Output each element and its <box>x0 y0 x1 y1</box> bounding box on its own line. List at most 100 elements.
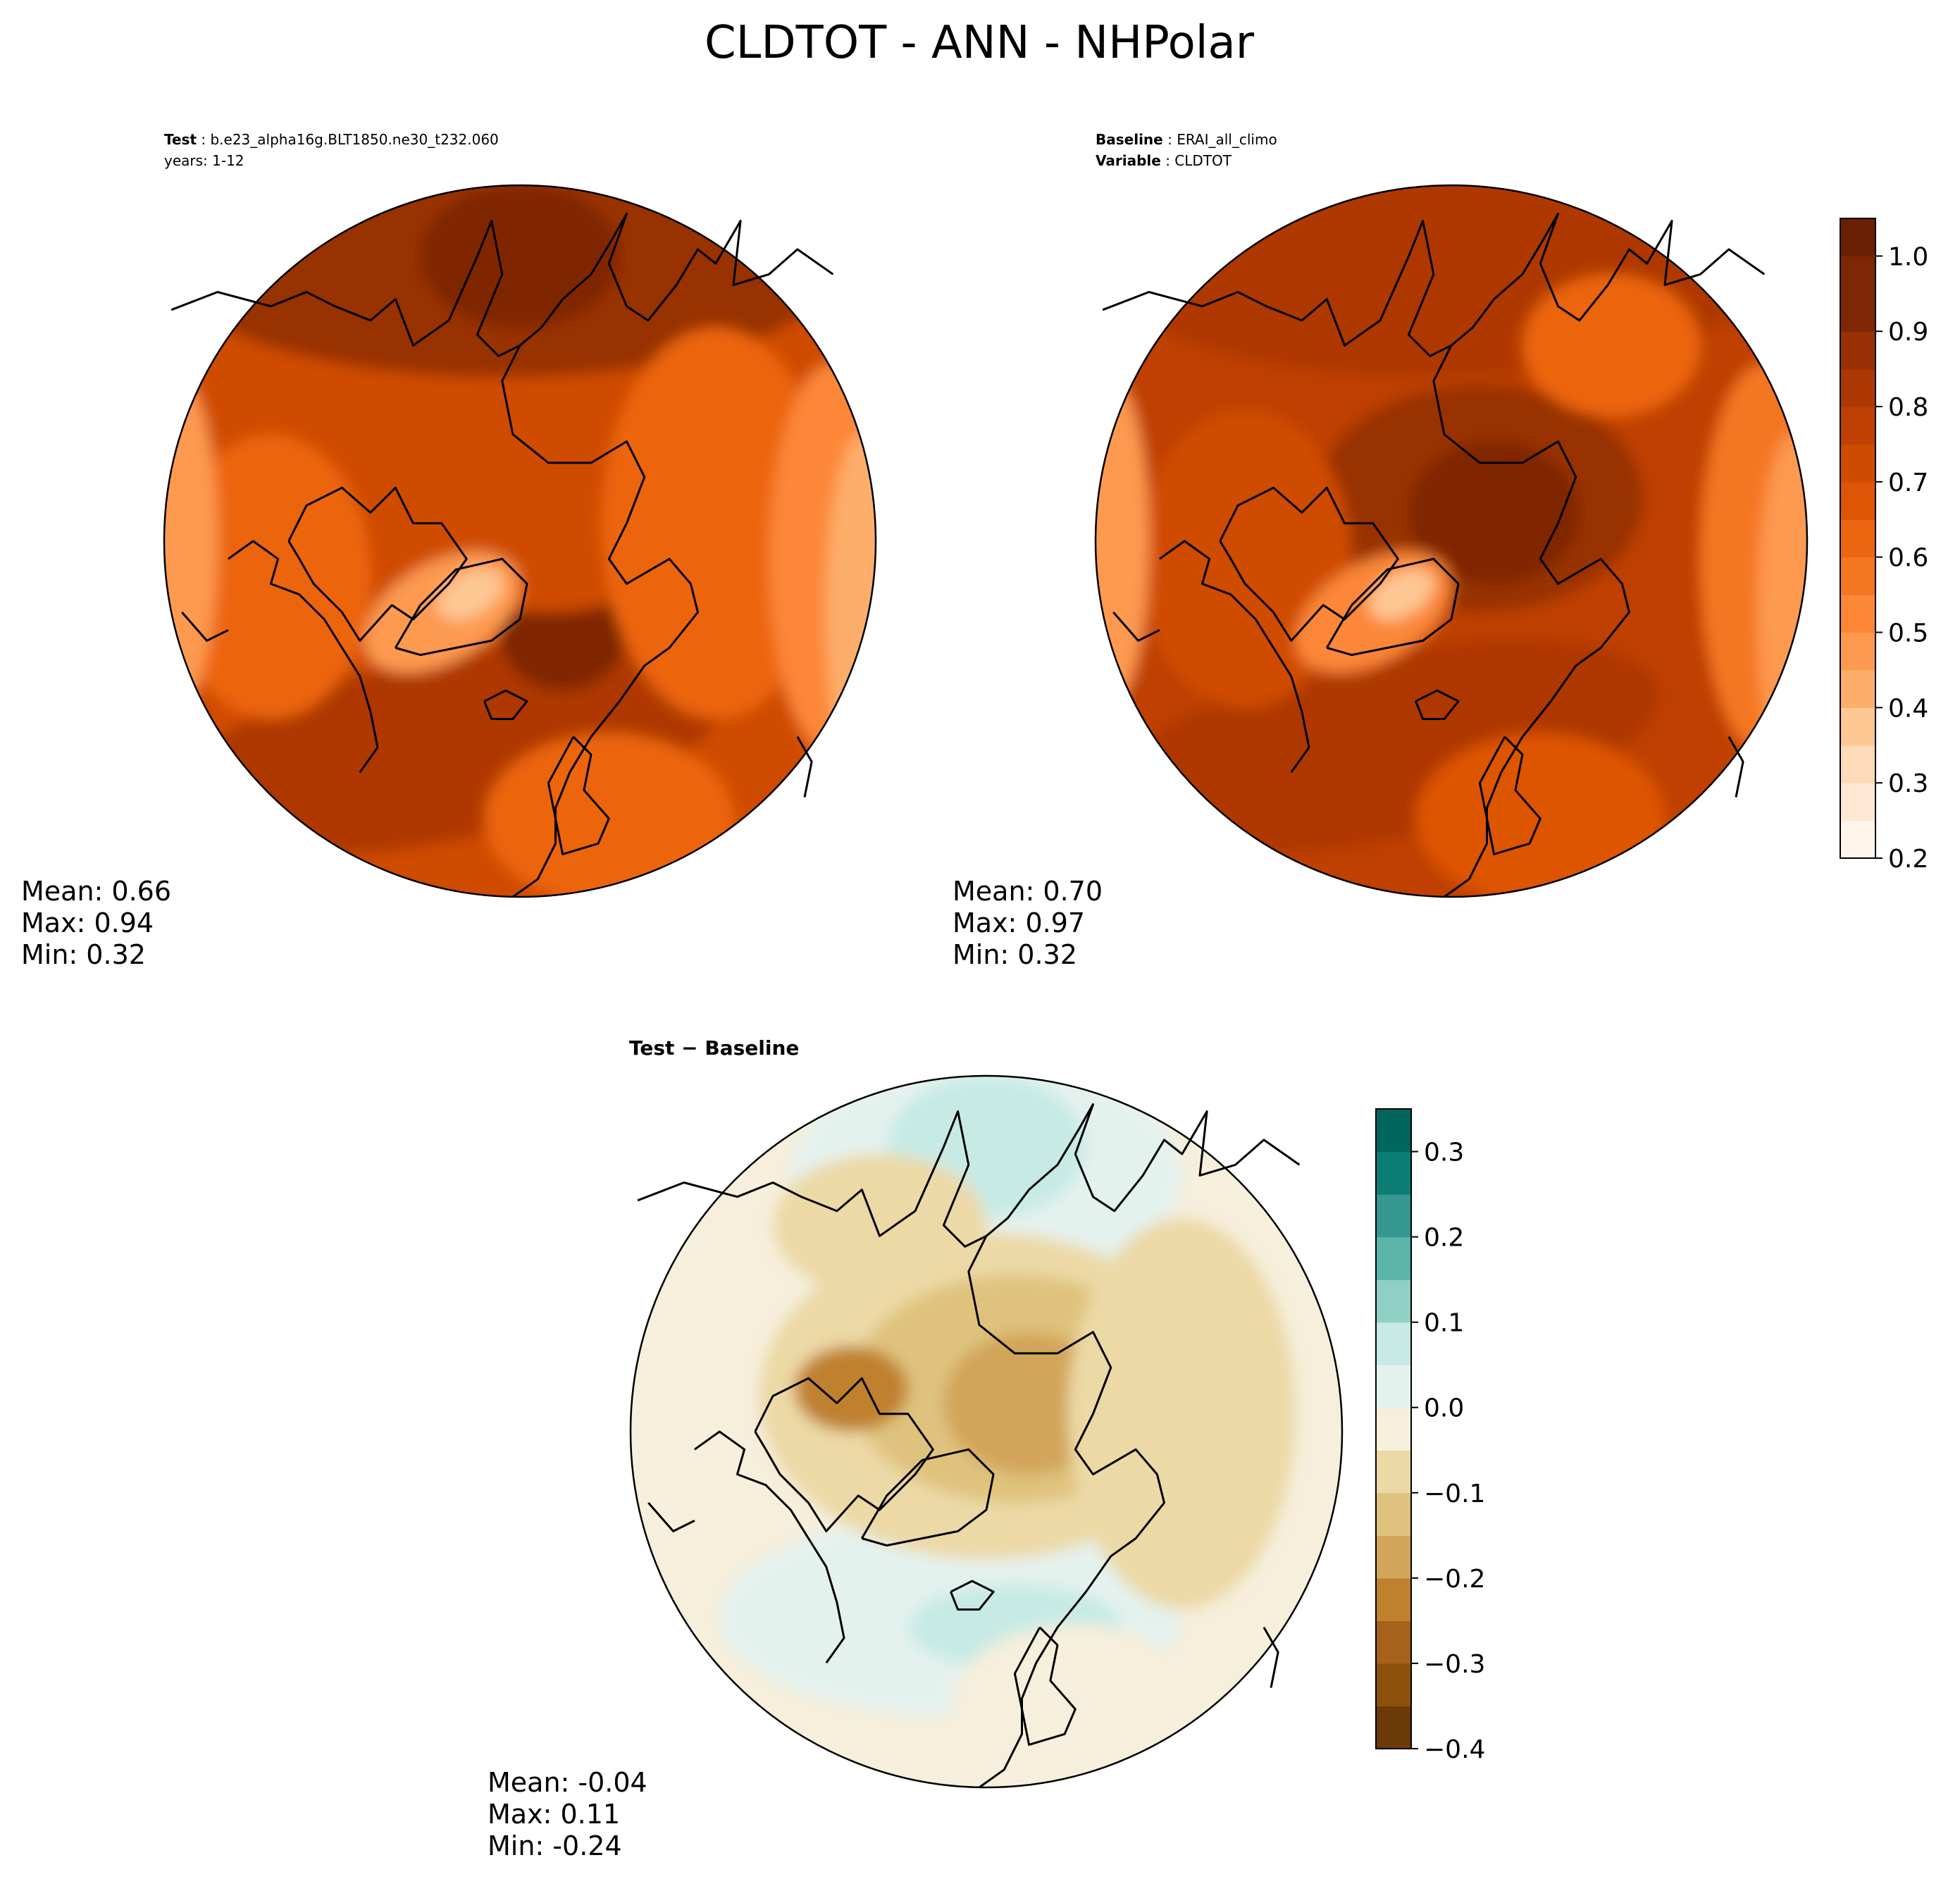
mapB-region-arctic-core <box>1408 441 1580 584</box>
baseline-header-line2: Variable : CLDTOT <box>1096 152 1232 169</box>
difference-map-boundary <box>629 1074 1344 1789</box>
baseline-header-label: Baseline <box>1096 131 1163 148</box>
cbarB-tick-label: 0.6 <box>1888 544 1928 573</box>
cbarB-frame <box>1840 218 1876 859</box>
baseline-name: ERAI_all_climo <box>1177 131 1277 148</box>
coastC-coast-0 <box>637 1110 987 1248</box>
test-header-line1: Test : b.e23_alpha16g.BLT1850.ne30_t232.… <box>164 131 499 148</box>
cbarC-tick-label: 0.3 <box>1424 1139 1464 1167</box>
coastC-coast-3 <box>754 1377 934 1532</box>
panel-difference: Test − Baseline Mean: -0.04 Max: 0.11 Mi… <box>488 1036 1485 1861</box>
mapA-region-greenland-summit <box>438 569 503 621</box>
cbarB-tick-label: 0.4 <box>1888 694 1928 723</box>
coastB-coast-3 <box>1219 486 1399 642</box>
cbarB-tick-label: 0.8 <box>1888 393 1928 422</box>
coastB-coast-7 <box>1478 736 1542 855</box>
difference-min: Min: -0.24 <box>488 1830 622 1861</box>
mapB-region-rim-west <box>1096 380 1149 702</box>
mapA-region-canada-south <box>171 434 371 719</box>
coastB-coast-9 <box>1112 612 1160 642</box>
test-case-name: b.e23_alpha16g.BLT1850.ne30_t232.060 <box>210 131 498 148</box>
test-min: Min: 0.32 <box>21 939 146 970</box>
cbarB-band <box>1840 481 1875 520</box>
baseline-header-line1: Baseline : ERAI_all_climo <box>1096 131 1277 148</box>
coastC-coast-2 <box>967 1235 1165 1789</box>
coastB-coast-6 <box>1415 689 1460 720</box>
coastA-coast-7 <box>547 736 610 855</box>
colorbar-cldtot: 0.2 0.3 0.4 0.5 0.6 0.7 0.8 0.9 1.0 <box>1840 218 1928 874</box>
coastB-coast-2 <box>1432 345 1630 898</box>
coastA-coast-1 <box>519 212 834 347</box>
cbarB-band <box>1840 595 1875 633</box>
coastA-coast-5 <box>395 557 528 657</box>
cbarC-band <box>1376 1151 1411 1195</box>
coastC-coast-5 <box>861 1448 995 1547</box>
cbarB-band <box>1840 218 1875 257</box>
mapA-region-pacific-core <box>420 185 620 328</box>
variable-label: Variable <box>1096 152 1161 169</box>
difference-mean: Mean: -0.04 <box>488 1767 647 1798</box>
test-coastlines <box>170 212 834 898</box>
cbarC-band <box>1376 1706 1411 1749</box>
cbarB-band <box>1840 669 1875 708</box>
cbarC-band <box>1376 1407 1411 1451</box>
coastB-coast-4 <box>1159 540 1310 774</box>
test-header-label: Test <box>164 131 197 148</box>
cbarC-band <box>1376 1535 1411 1579</box>
cbarC-band <box>1376 1322 1411 1365</box>
coastA-coast-0 <box>170 220 521 357</box>
variable-name: CLDTOT <box>1174 152 1232 169</box>
mapB-region-rim-east <box>1757 434 1807 790</box>
cbarC-band <box>1376 1365 1411 1408</box>
colorbar-difference: −0.4 −0.3 −0.2 −0.1 0.0 0.1 0.2 0.3 <box>1375 1108 1485 1764</box>
coastC-coast-1 <box>986 1103 1301 1237</box>
coastB-coast-0 <box>1102 220 1452 357</box>
cbarC-tick-label: 0.1 <box>1424 1309 1464 1338</box>
test-mean: Mean: 0.66 <box>21 876 171 907</box>
coastC-coast-6 <box>950 1580 995 1611</box>
cbarB-band <box>1840 407 1875 445</box>
cbarB-band <box>1840 256 1875 294</box>
test-years: years: 1-12 <box>164 152 244 169</box>
cbarC-tick-label: −0.3 <box>1424 1650 1485 1679</box>
cbarC-tick-label: −0.1 <box>1424 1480 1485 1508</box>
coastA-coast-9 <box>181 612 229 642</box>
cbarB-band <box>1840 293 1875 332</box>
mapC-region-alaska <box>773 1154 986 1297</box>
cbarC-band <box>1376 1279 1411 1323</box>
cbarC-band <box>1376 1492 1411 1536</box>
figure-title: CLDTOT - ANN - NHPolar <box>705 17 1255 69</box>
mapA-region-rim-west <box>164 380 218 702</box>
panel-baseline: Baseline : ERAI_all_climo Variable : CLD… <box>953 131 1928 970</box>
coastA-coast-2 <box>501 345 699 898</box>
coastB-coast-5 <box>1326 557 1460 657</box>
test-map-boundary <box>163 184 877 898</box>
cbarB-tick-label: 0.9 <box>1888 318 1928 347</box>
difference-map-field <box>631 1076 1342 1787</box>
cbarB-tick-label: 0.7 <box>1888 469 1928 497</box>
test-max: Max: 0.94 <box>21 907 154 938</box>
cbarB-band <box>1840 707 1875 746</box>
cbarC-band <box>1376 1236 1411 1280</box>
cbarC-tick-label: 0.0 <box>1424 1394 1464 1423</box>
cbarC-band <box>1376 1109 1411 1153</box>
difference-title: Test − Baseline <box>629 1036 799 1060</box>
cbarB-tick-label: 0.3 <box>1888 769 1928 798</box>
baseline-mean: Mean: 0.70 <box>953 876 1103 907</box>
coastC-coast-4 <box>694 1430 845 1664</box>
cbarB-band <box>1840 632 1875 671</box>
cbarB-tick-label: 0.2 <box>1888 845 1928 874</box>
cbarB-band <box>1840 820 1875 859</box>
baseline-map-field <box>1096 185 1807 897</box>
baseline-coastlines <box>1102 212 1766 898</box>
cbarB-band <box>1840 557 1875 595</box>
cbarC-tick-label: −0.2 <box>1424 1565 1485 1594</box>
coastC-coast-8 <box>1263 1627 1279 1688</box>
mapC-region-siberia <box>1068 1218 1296 1610</box>
coastB-coast-1 <box>1451 212 1766 347</box>
baseline-map-boundary <box>1094 184 1809 898</box>
test-map-field <box>164 185 876 897</box>
cbarB-band <box>1840 444 1875 483</box>
mapA-region-rim-east <box>826 434 876 790</box>
